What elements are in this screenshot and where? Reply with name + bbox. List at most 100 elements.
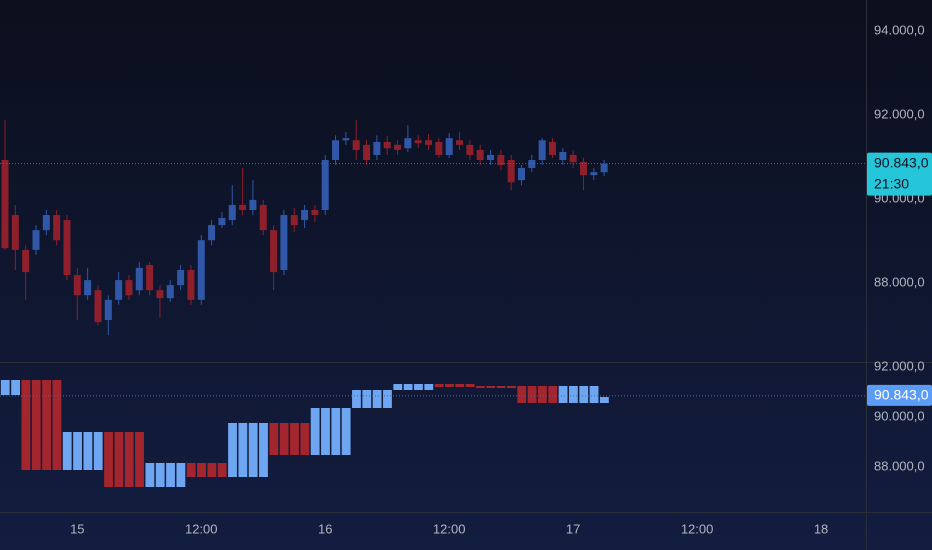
brick (228, 423, 237, 477)
brick (145, 463, 155, 487)
brick (238, 423, 248, 477)
candle-body (259, 204, 267, 231)
last-price-label: 90.843,0 (874, 387, 929, 403)
brick (104, 432, 113, 487)
brick (259, 423, 268, 477)
x-tick-label: 16 (318, 521, 332, 536)
candle-body (63, 220, 71, 276)
brick (93, 432, 103, 470)
last-price-label: 90.843,0 (874, 154, 929, 170)
brick (403, 384, 413, 390)
candle-body (435, 141, 443, 155)
brick (341, 408, 351, 455)
candle-body (383, 141, 391, 149)
y-tick-label: 88.000,0 (874, 458, 925, 473)
brick (52, 380, 62, 470)
candle-body (42, 215, 50, 231)
candle-body (373, 141, 381, 155)
candle-body (394, 144, 402, 150)
candle-body (559, 152, 567, 161)
candle-body (590, 172, 598, 176)
candle-body (487, 154, 495, 161)
candle-body (94, 290, 102, 323)
candle-body (1, 160, 9, 249)
brick (558, 386, 568, 403)
brick (589, 386, 599, 403)
candle-body (311, 209, 319, 216)
brick (21, 380, 31, 470)
brick (186, 463, 196, 477)
y-tick-label: 92.000,0 (874, 358, 925, 373)
brick (331, 408, 341, 455)
brick (207, 463, 217, 477)
last-price-box (867, 152, 932, 196)
last-price-box (867, 384, 932, 406)
brick (476, 386, 485, 388)
y-tick-label: 94.000,0 (874, 23, 925, 38)
x-tick-label: 12:00 (433, 521, 466, 536)
candle-body (22, 249, 30, 273)
candle-body (600, 163, 608, 173)
brick (383, 390, 392, 408)
candle-body (456, 140, 464, 145)
brick (527, 386, 537, 403)
brick (517, 386, 527, 403)
brick (362, 390, 372, 408)
brick (300, 423, 310, 455)
brick (537, 386, 547, 403)
brick (507, 386, 516, 388)
x-tick-label: 17 (566, 521, 580, 536)
brick (486, 386, 496, 388)
brick (568, 386, 578, 403)
candle-body (115, 280, 123, 300)
candle-body (187, 270, 195, 300)
brick (31, 380, 41, 470)
brick (496, 386, 506, 388)
candle-body (156, 290, 164, 299)
candle-body (125, 280, 133, 296)
brick (124, 432, 134, 487)
candle-body (579, 162, 587, 176)
candle-body (73, 275, 81, 296)
brick (290, 423, 299, 455)
brick (310, 408, 320, 455)
brick (73, 432, 82, 470)
candle-body (548, 141, 556, 155)
candle-body (218, 217, 226, 226)
y-tick-label: 92.000,0 (874, 107, 925, 122)
brick (445, 384, 454, 387)
brick (248, 423, 258, 477)
candle-body (569, 154, 577, 163)
candle-body (239, 204, 247, 210)
brick (434, 384, 444, 387)
candle-body (166, 285, 174, 299)
candle-body (249, 199, 257, 210)
candle-body (208, 225, 216, 241)
brick (352, 390, 361, 408)
candle-body (476, 149, 484, 161)
brick (424, 384, 434, 390)
brick (11, 380, 20, 395)
candle-body (53, 215, 61, 241)
brick (42, 380, 51, 470)
brick (135, 432, 144, 487)
candle-body (228, 204, 236, 221)
brick (372, 390, 382, 408)
y-tick-label: 88.000,0 (874, 274, 925, 289)
brick (62, 432, 72, 470)
candle-body (32, 230, 40, 250)
y-tick-label: 90.000,0 (874, 408, 925, 423)
brick (548, 386, 558, 403)
candle-body (538, 140, 546, 161)
brick (0, 380, 10, 395)
countdown: 21:30 (874, 175, 909, 191)
candle-body (290, 215, 298, 226)
candle-body (301, 209, 309, 221)
brick (414, 384, 423, 390)
candle-body (425, 140, 433, 145)
candle-body (197, 240, 205, 300)
candle-body (11, 215, 19, 250)
candle-body (352, 140, 360, 150)
